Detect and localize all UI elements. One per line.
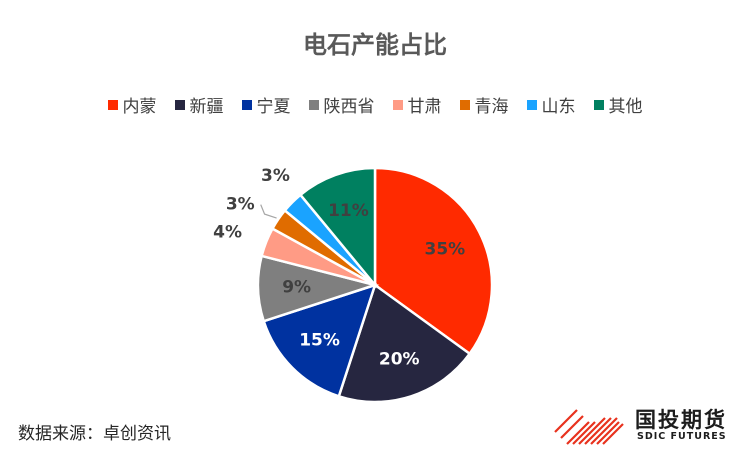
legend-swatch bbox=[593, 99, 604, 110]
legend-label: 陕西省 bbox=[323, 97, 375, 117]
pie-slice bbox=[373, 166, 494, 356]
data-label: 15% bbox=[299, 330, 340, 350]
legend-item: 宁夏 bbox=[241, 92, 291, 117]
legend-label: 新疆 bbox=[189, 97, 224, 117]
legend-item: 内蒙 bbox=[107, 92, 157, 117]
pie-slice bbox=[298, 166, 377, 289]
chart-title: 电石产能占比 bbox=[303, 31, 447, 59]
legend-item: 陕西省 bbox=[308, 92, 375, 117]
legend-item: 甘肃 bbox=[392, 92, 442, 117]
legend-swatch bbox=[308, 99, 319, 110]
pie-slice bbox=[337, 282, 472, 404]
legend-label: 内蒙 bbox=[122, 97, 157, 117]
leader-line bbox=[260, 204, 277, 219]
legend-item: 青海 bbox=[459, 92, 509, 117]
chart-legend: 内蒙 新疆 宁夏 陕西省 甘肃 青海 山东 其他 bbox=[0, 92, 750, 117]
data-label: 9% bbox=[282, 277, 311, 297]
logo-name: 国投期货 bbox=[635, 408, 727, 432]
legend-swatch bbox=[526, 99, 537, 110]
legend-swatch bbox=[107, 99, 118, 110]
data-label: 20% bbox=[379, 350, 420, 370]
legend-item: 其他 bbox=[593, 92, 643, 117]
legend-swatch bbox=[392, 99, 403, 110]
legend-label: 山东 bbox=[541, 97, 576, 117]
legend-label: 甘肃 bbox=[407, 97, 442, 117]
logo-english-name: SDIC FUTURES bbox=[637, 431, 727, 442]
legend-label: 青海 bbox=[474, 97, 509, 117]
legend-label: 宁夏 bbox=[256, 97, 291, 117]
data-label: 3% bbox=[226, 195, 255, 215]
sdic-futures-logo: 国投期货 SDIC FUTURES bbox=[553, 402, 743, 446]
data-label: 11% bbox=[328, 201, 369, 221]
data-label: 35% bbox=[424, 239, 465, 259]
legend-swatch bbox=[241, 99, 252, 110]
legend-label: 其他 bbox=[608, 97, 643, 117]
data-label: 4% bbox=[213, 222, 242, 242]
legend-item: 新疆 bbox=[174, 92, 224, 117]
legend-swatch bbox=[459, 99, 470, 110]
data-label: 3% bbox=[261, 166, 290, 186]
logo-mark-icon bbox=[554, 409, 624, 445]
data-source-note: 数据来源：卓创资讯 bbox=[18, 424, 171, 444]
legend-item: 山东 bbox=[526, 92, 576, 117]
legend-swatch bbox=[174, 99, 185, 110]
